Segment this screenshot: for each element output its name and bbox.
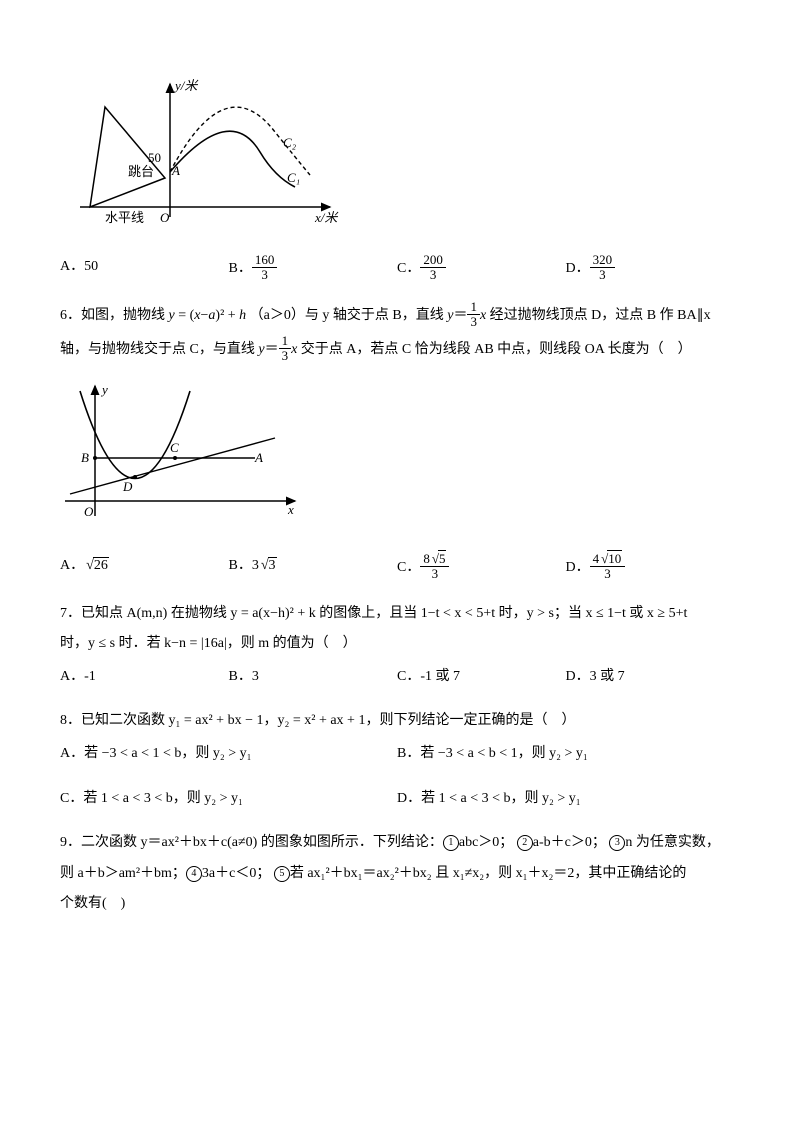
q7-opt-c: C．-1 或 7 [397,664,566,691]
q5-opt-d: D．3203 [566,254,735,284]
q6-opt-a: A．26 [60,553,229,583]
figure-q6: B C A D O x y [60,376,734,547]
q8-opt-c: C．若 1 < a < 3 < b，则 y₂ > y₁ [60,786,397,813]
svg-text:D: D [122,479,133,494]
svg-text:C₂: C₂ [283,135,297,150]
q7-opt-a: A．-1 [60,664,229,691]
svg-text:y/米: y/米 [173,78,199,93]
q9-line1: 9．二次函数 y＝ax²＋bx＋c(a≠0) 的图象如图所示．下列结论：1abc… [60,830,734,857]
q6-opt-b: B．33 [229,553,398,583]
q8-options-2: C．若 1 < a < 3 < b，则 y₂ > y₁ D．若 1 < a < … [60,786,734,813]
q5-options: A．50 B．1603 C．2003 D．3203 [60,254,734,284]
svg-text:x: x [287,502,294,517]
q8-opt-a: A．若 −3 < a < 1 < b，则 y₂ > y₁ [60,741,397,768]
svg-text:水平线: 水平线 [105,210,144,225]
svg-text:O: O [160,210,170,225]
q8-opt-b: B．若 −3 < a < b < 1，则 y₂ > y₁ [397,741,734,768]
svg-text:C₁: C₁ [287,170,300,185]
q7-opt-b: B．3 [229,664,398,691]
svg-text:跳台: 跳台 [128,164,154,179]
q6-opt-d: D．4103 [566,553,735,583]
q7-line1: 7．已知点 A(m,n) 在抛物线 y = a(x−h)² + k 的图像上，且… [60,601,734,628]
figure-q5: 50 跳台 A C₂ C₁ 水平线 O x/米 y/米 [60,72,734,248]
q8-options-1: A．若 −3 < a < 1 < b，则 y₂ > y₁ B．若 −3 < a … [60,741,734,768]
q7-options: A．-1 B．3 C．-1 或 7 D．3 或 7 [60,664,734,691]
q5-opt-c: C．2003 [397,254,566,284]
q8-line1: 8．已知二次函数 y₁ = ax² + bx − 1，y₂ = x² + ax … [60,708,734,735]
q6-options: A．26 B．33 C．853 D．4103 [60,553,734,583]
svg-text:C: C [170,440,179,455]
svg-text:50: 50 [148,150,161,165]
q7-line2: 时，y ≤ s 时．若 k−n = |16a|，则 m 的值为（ ） [60,631,734,658]
svg-text:A: A [254,450,263,465]
q9-line2: 则 a＋b＞am²＋bm；43a＋c＜0； 5若 ax₁²＋bx₁＝ax₂²＋b… [60,861,734,888]
q6-opt-c: C．853 [397,553,566,583]
svg-text:y: y [100,382,108,397]
svg-text:O: O [84,504,94,519]
q9-line3: 个数有( ) [60,891,734,918]
q6-line2: 轴，与抛物线交于点 C，与直线 y＝13x 交于点 A，若点 C 恰为线段 AB… [60,335,734,365]
q7-opt-d: D．3 或 7 [566,664,735,691]
svg-text:x/米: x/米 [314,210,339,225]
svg-text:B: B [81,450,89,465]
q6-line1: 6．如图，抛物线 y = (x−a)² + h （a＞0）与 y 轴交于点 B，… [60,301,734,331]
q8-opt-d: D．若 1 < a < 3 < b，则 y₂ > y₁ [397,786,734,813]
q5-opt-b: B．1603 [229,254,398,284]
q5-opt-a: A．50 [60,254,229,284]
